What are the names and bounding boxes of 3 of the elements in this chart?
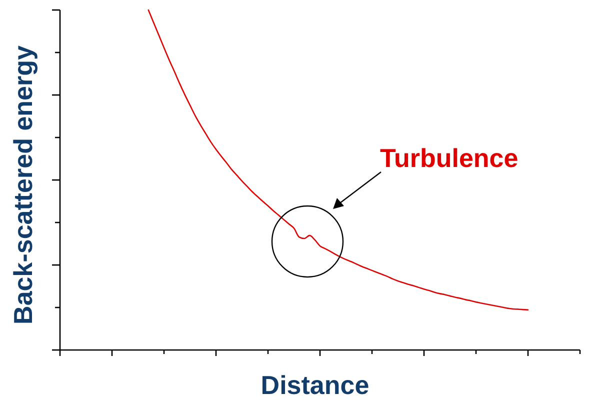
annotation: Turbulence <box>380 143 518 173</box>
x-axis-title: Distance <box>260 370 370 400</box>
y-axis-title: Back-scattered energy <box>8 45 38 324</box>
